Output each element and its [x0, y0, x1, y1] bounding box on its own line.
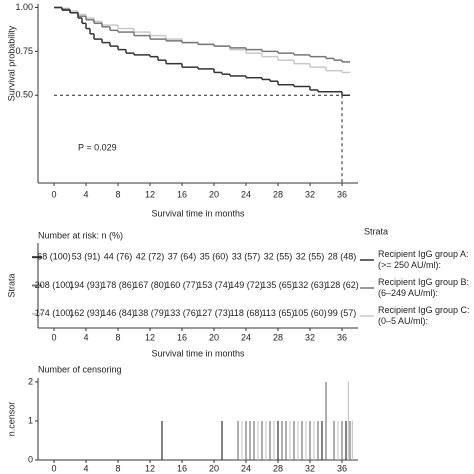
y-tick-label: 1.00	[15, 2, 33, 12]
plot-title: Number of censoring	[38, 364, 122, 374]
x-tick-label: 4	[83, 189, 88, 199]
y-axis-label: n.censor	[6, 402, 16, 437]
x-tick-label: 12	[145, 463, 155, 473]
risk-count: 105 (60)	[293, 308, 327, 318]
risk-count: 167 (80)	[133, 280, 167, 290]
x-tick-label: 32	[305, 332, 315, 342]
risk-count: 133 (76)	[165, 308, 199, 318]
y-tick-label: 2	[28, 376, 33, 386]
x-axis-label: Survival time in months	[151, 208, 245, 218]
risk-count: 146 (84)	[101, 308, 135, 318]
x-tick-label: 28	[273, 463, 283, 473]
x-tick-label: 32	[305, 463, 315, 473]
x-tick-label: 0	[51, 189, 56, 199]
x-tick-label: 36	[337, 332, 347, 342]
x-tick-label: 4	[83, 332, 88, 342]
risk-count: 194 (93)	[69, 280, 103, 290]
risk-count: 42 (72)	[136, 252, 165, 262]
legend-label: Recipient IgG group B: (6–249 AU/ml):	[378, 277, 469, 298]
risk-count: 138 (79)	[133, 308, 167, 318]
risk-count: 35 (60)	[200, 252, 229, 262]
risk-count: 127 (73)	[197, 308, 231, 318]
survival-curve	[54, 6, 350, 97]
x-tick-label: 20	[209, 463, 219, 473]
risk-count: 153 (74)	[197, 280, 231, 290]
x-tick-label: 8	[115, 463, 120, 473]
x-tick-label: 16	[177, 189, 187, 199]
x-tick-label: 36	[337, 189, 347, 199]
risk-count: 128 (62)	[325, 280, 359, 290]
risk-count: 99 (57)	[328, 308, 357, 318]
x-tick-label: 36	[337, 463, 347, 473]
risk-count: 53 (91)	[72, 252, 101, 262]
y-tick-label: 0.50	[15, 90, 33, 100]
x-tick-label: 0	[51, 332, 56, 342]
risk-count: 68 (100)	[37, 252, 71, 262]
risk-count: 174 (100)	[35, 308, 74, 318]
risk-count: 37 (64)	[168, 252, 197, 262]
y-axis-label: Survival probability	[6, 25, 16, 101]
risk-count: 32 (55)	[296, 252, 325, 262]
x-tick-label: 12	[145, 189, 155, 199]
risk-count: 178 (86)	[101, 280, 135, 290]
x-tick-label: 28	[273, 332, 283, 342]
x-tick-label: 4	[83, 463, 88, 473]
risk-count: 162 (93)	[69, 308, 103, 318]
risk-count: 208 (100)	[35, 280, 74, 290]
risk-count: 135 (65)	[261, 280, 295, 290]
risk-count: 149 (72)	[229, 280, 263, 290]
legend-label: Recipient IgG group A: (>= 250 AU/ml):	[378, 249, 469, 270]
x-tick-label: 24	[241, 189, 251, 199]
x-tick-label: 16	[177, 463, 187, 473]
risk-count: 44 (76)	[104, 252, 133, 262]
x-tick-label: 16	[177, 332, 187, 342]
risk-count: 113 (65)	[262, 308, 295, 318]
x-tick-label: 0	[51, 463, 56, 473]
x-tick-label: 20	[209, 189, 219, 199]
p-value: P = 0.029	[78, 142, 117, 152]
legend-title: Strata	[364, 226, 388, 236]
x-tick-label: 24	[241, 463, 251, 473]
survival-curve	[54, 6, 350, 74]
y-axis-label: Strata	[6, 273, 16, 297]
risk-count: 132 (63)	[293, 280, 327, 290]
legend-label: Recipient IgG group C: (0–5 AU/ml):	[378, 305, 470, 326]
x-tick-label: 32	[305, 189, 315, 199]
risk-count: 118 (68)	[230, 308, 263, 318]
survival-curve	[54, 6, 350, 63]
table-title: Number at risk: n (%)	[38, 230, 123, 240]
x-tick-label: 12	[145, 332, 155, 342]
risk-count: 28 (48)	[328, 252, 357, 262]
x-tick-label: 8	[115, 332, 120, 342]
x-tick-label: 24	[241, 332, 251, 342]
y-tick-label: 1	[28, 415, 33, 425]
risk-count: 32 (55)	[264, 252, 293, 262]
x-axis-label: Survival time in months	[151, 348, 245, 358]
x-tick-label: 20	[209, 332, 219, 342]
y-tick-label: 0	[28, 454, 33, 464]
y-tick-label: 0.75	[15, 46, 33, 56]
x-tick-label: 28	[273, 189, 283, 199]
risk-count: 33 (57)	[232, 252, 261, 262]
x-tick-label: 8	[115, 189, 120, 199]
risk-count: 160 (77)	[165, 280, 199, 290]
